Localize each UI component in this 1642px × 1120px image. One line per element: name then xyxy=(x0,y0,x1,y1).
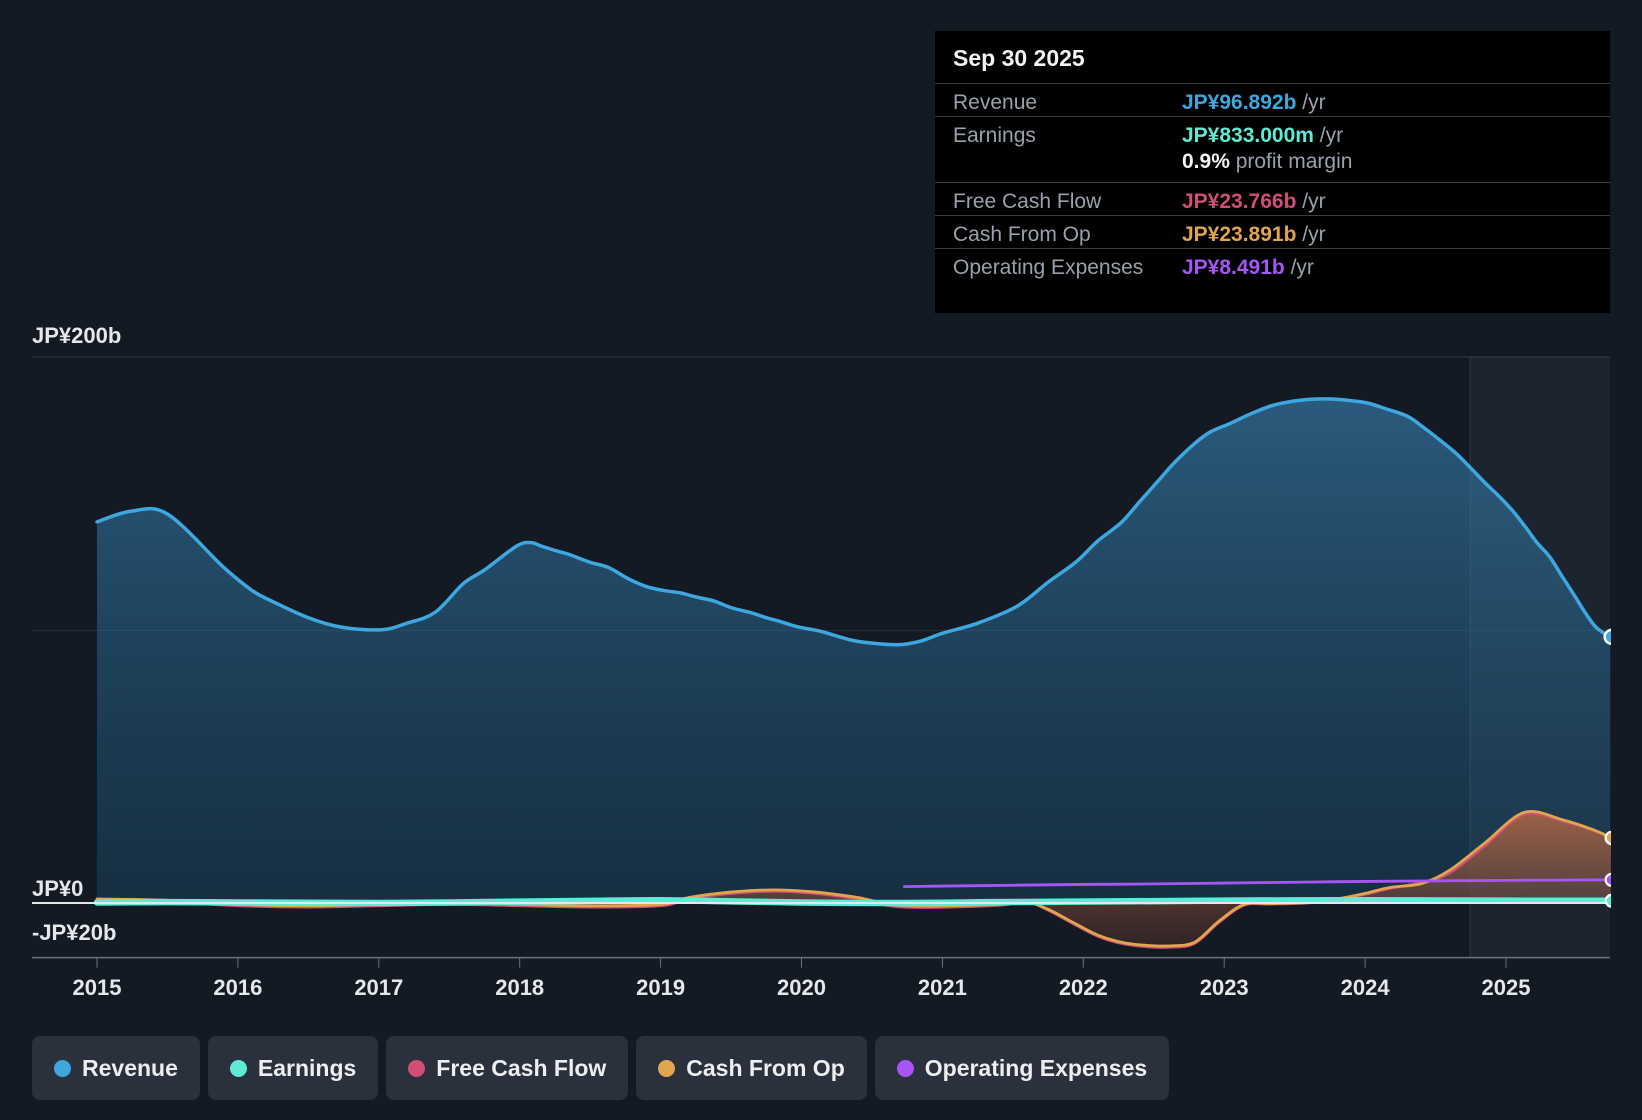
svg-text:2020: 2020 xyxy=(777,975,826,1000)
svg-text:2016: 2016 xyxy=(213,975,262,1000)
svg-text:2023: 2023 xyxy=(1200,975,1249,1000)
svg-text:2019: 2019 xyxy=(636,975,685,1000)
svg-text:2022: 2022 xyxy=(1059,975,1108,1000)
svg-text:2017: 2017 xyxy=(354,975,403,1000)
svg-text:-JP¥20b: -JP¥20b xyxy=(32,920,116,945)
svg-text:2015: 2015 xyxy=(73,975,122,1000)
svg-text:2024: 2024 xyxy=(1341,975,1391,1000)
svg-text:JP¥200b: JP¥200b xyxy=(32,323,121,348)
svg-text:JP¥0: JP¥0 xyxy=(32,876,83,901)
svg-text:2018: 2018 xyxy=(495,975,544,1000)
svg-text:2021: 2021 xyxy=(918,975,967,1000)
svg-text:2025: 2025 xyxy=(1482,975,1531,1000)
